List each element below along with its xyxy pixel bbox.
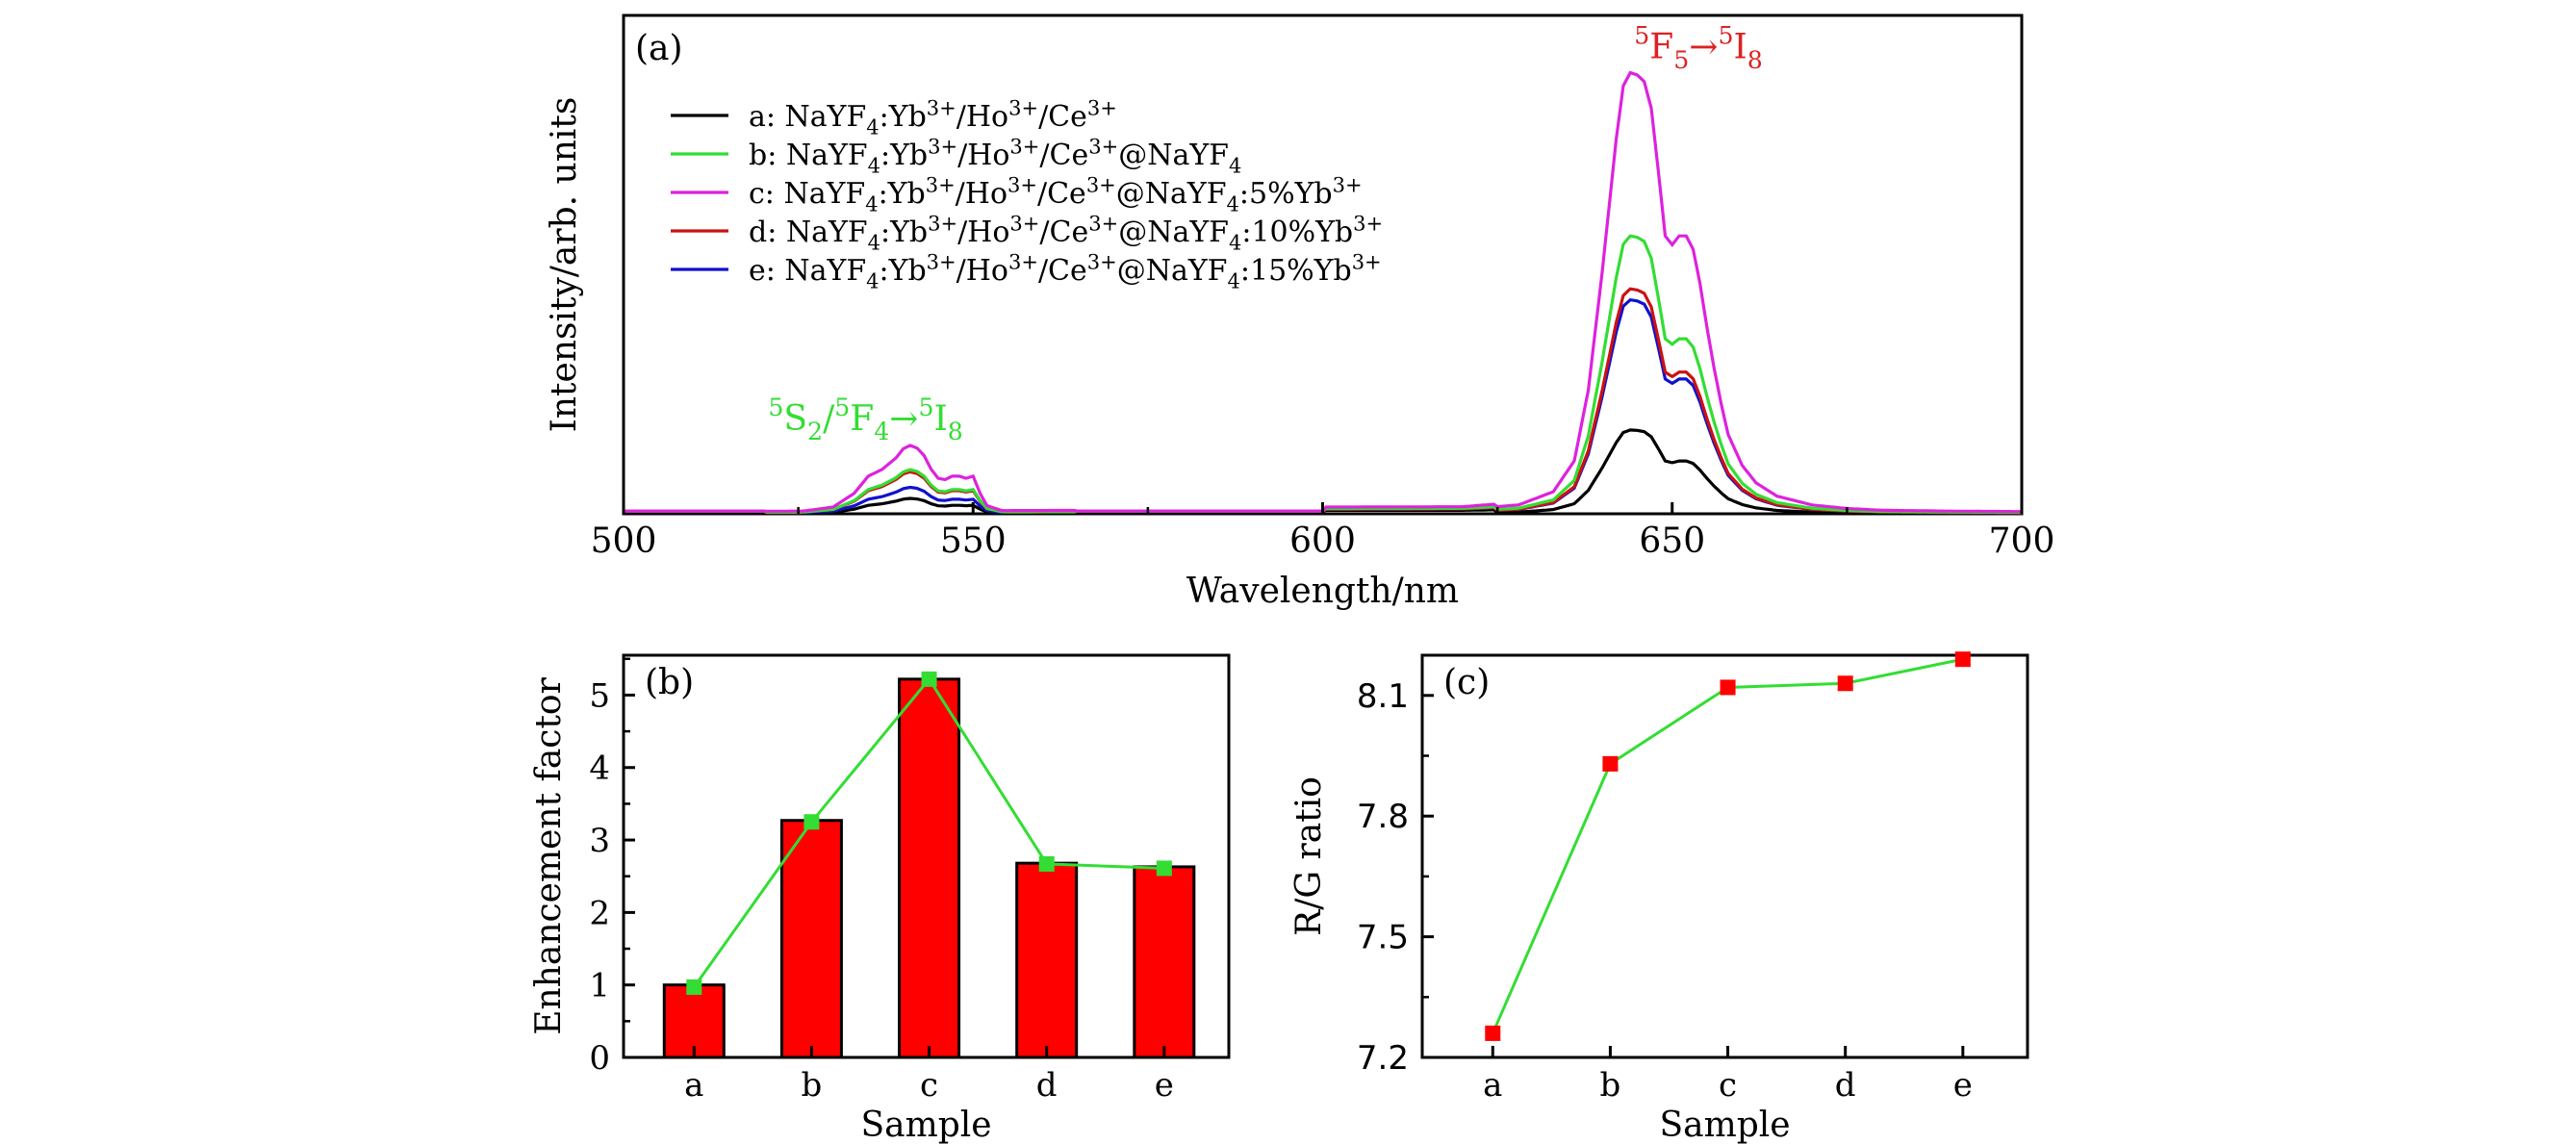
x-tick-label: 700 xyxy=(1989,521,2055,561)
y-tick-label: 7.8 xyxy=(1357,798,1409,836)
rg-trend-line xyxy=(1491,657,1964,1034)
rg-marker-d xyxy=(1837,675,1853,692)
x-axis-label: Sample xyxy=(860,1106,991,1144)
rg-marker-b xyxy=(1602,755,1619,772)
panel-label: (c) xyxy=(1443,663,1490,702)
x-tick-label: a xyxy=(684,1066,703,1105)
x-tick-label: d xyxy=(1835,1066,1856,1105)
legend-entry-b: b: NaYF4:Yb3+/Ho3+/Ce3+@NaYF4​ xyxy=(749,136,1241,178)
x-tick-label: a xyxy=(1483,1066,1502,1105)
y-tick-label: 0 xyxy=(589,1039,610,1078)
legend-entry-d: d: NaYF4:Yb3+/Ho3+/Ce3+@NaYF4:10%Yb3+​ xyxy=(749,213,1383,255)
bar-d xyxy=(1015,861,1079,1059)
trend-marker-e xyxy=(1156,860,1172,877)
plot-frame xyxy=(622,653,1231,1059)
trend-marker-b xyxy=(803,814,820,830)
bar-c xyxy=(898,677,961,1059)
x-axis-label: Wavelength/nm xyxy=(1186,572,1459,611)
panel-b-enhancement: 0 1 2 3 4 5 a b c d e Sample Enhancement factor (b) xyxy=(529,653,1231,1144)
panel-c-rg-ratio: 7.2 7.5 7.8 8.1 a b c d e Sample R/G ratio (c) xyxy=(1289,651,2029,1144)
legend-entry-e: e: NaYF4:Yb3+/Ho3+/Ce3+@NaYF4:15%Yb3+​ xyxy=(749,251,1382,293)
x-tick-label: b xyxy=(802,1066,823,1105)
bar-b xyxy=(779,819,843,1059)
x-tick-label: d xyxy=(1036,1066,1058,1105)
bar-e xyxy=(1133,865,1196,1059)
plot-frame xyxy=(1420,653,2029,1059)
y-axis-label: Enhancement factor xyxy=(529,676,569,1034)
y-axis-label: Intensity/arb. units xyxy=(545,97,584,433)
x-tick-label: 600 xyxy=(1289,521,1356,561)
rg-marker-a xyxy=(1485,1025,1501,1041)
annotation-red-transition: 5F5→5I8 xyxy=(1634,22,1763,74)
y-tick-label: 8.1 xyxy=(1357,677,1409,716)
y-tick-label: 2 xyxy=(589,894,610,932)
y-tick-label: 5 xyxy=(589,676,610,715)
trend-marker-a xyxy=(686,979,702,995)
x-tick-label: e xyxy=(1953,1066,1973,1105)
y-tick-label: 1 xyxy=(589,967,610,1005)
trend-marker-d xyxy=(1038,855,1055,872)
x-tick-label: c xyxy=(1719,1066,1737,1105)
rg-marker-c xyxy=(1720,679,1736,696)
x-tick-label: c xyxy=(920,1066,938,1105)
y-axis-label: R/G ratio xyxy=(1289,776,1329,936)
x-axis-label: Sample xyxy=(1659,1106,1790,1144)
panel-a-spectrum: 500 550 600 650 700 Wavelength/nm Intensity/ar… xyxy=(545,13,2055,611)
rg-marker-e xyxy=(1954,651,1971,668)
panel-label: (b) xyxy=(645,663,694,702)
spectrum-line-a xyxy=(624,428,2022,516)
y-tick-label: 4 xyxy=(589,750,610,788)
x-tick-label: 500 xyxy=(591,521,657,561)
y-tick-label: 7.5 xyxy=(1357,919,1409,957)
x-tick-label: b xyxy=(1600,1066,1621,1105)
legend-entry-a: a: NaYF4:Yb3+/Ho3+/Ce3+​ xyxy=(749,97,1117,140)
legend-entry-c: c: NaYF4:Yb3+/Ho3+/Ce3+@NaYF4:5%Yb3+​ xyxy=(749,174,1363,216)
trend-marker-c xyxy=(921,671,937,687)
x-tick-label: 550 xyxy=(940,521,1007,561)
y-tick-label: 7.2 xyxy=(1357,1039,1409,1078)
annotation-green-transition: 5S2/5F4→5I8 xyxy=(768,394,962,445)
x-tick-label: e xyxy=(1155,1066,1174,1105)
y-tick-label: 3 xyxy=(589,822,610,860)
x-tick-label: 650 xyxy=(1639,521,1705,561)
panel-label: (a) xyxy=(635,29,683,68)
